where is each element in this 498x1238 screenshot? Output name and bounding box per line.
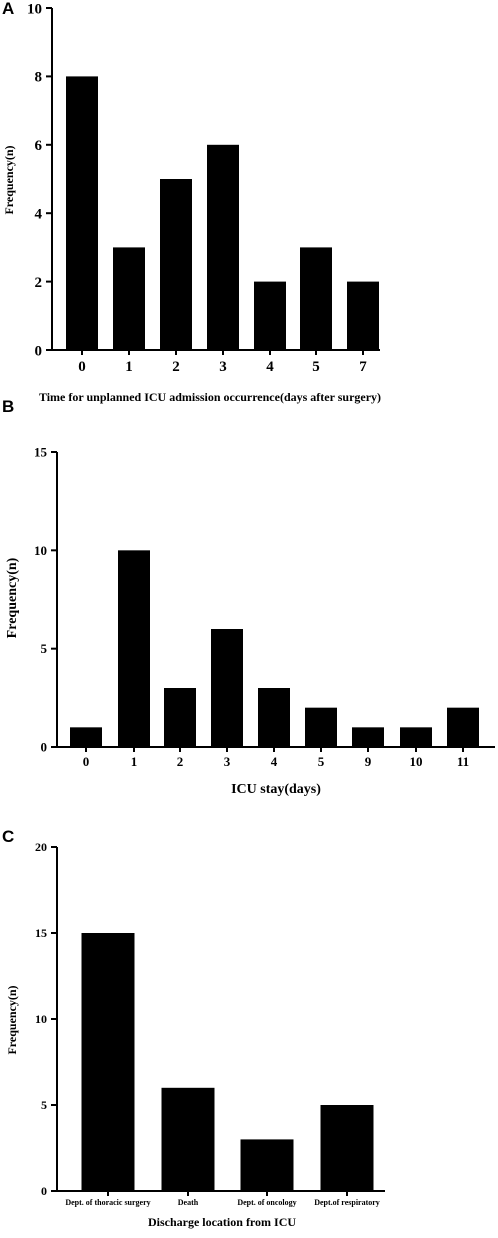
bar: [70, 727, 102, 747]
x-tick-label: 1: [131, 754, 138, 769]
x-tick-label: 5: [318, 754, 325, 769]
x-tick-label: Dept. of oncology: [237, 1198, 296, 1207]
bar: [207, 144, 239, 350]
bar: [447, 707, 479, 747]
x-tick-label: 0: [78, 359, 86, 375]
bar: [211, 629, 243, 747]
y-tick-label: 10: [34, 543, 47, 558]
chart-panel-b: B 0 5 10 15 0 1 2 3 4 5 9 10 11 ICU stay(days) Frequenc…: [2, 397, 495, 797]
x-tick-label: 9: [365, 754, 372, 769]
y-tick-label: 15: [34, 445, 48, 460]
x-tick-label: 11: [457, 754, 469, 769]
bar: [118, 550, 150, 747]
y-tick-label: 2: [35, 275, 43, 291]
x-axis-title: ICU stay(days): [231, 782, 321, 797]
x-tick-label: 10: [410, 754, 423, 769]
bar: [347, 281, 379, 350]
bar: [254, 281, 286, 350]
bar: [305, 707, 337, 747]
y-tick-label: 10: [35, 1012, 47, 1026]
y-tick-label: 5: [41, 1098, 47, 1112]
bar: [352, 727, 384, 747]
y-axis-title: Frequency(n): [5, 557, 20, 638]
x-tick-label: 3: [224, 754, 231, 769]
bar: [161, 1087, 215, 1191]
chart-panel-a: A 0 2 4 6 8 10 0 1 2 3 4 5 7 Time for unplanned ICU ad…: [2, 0, 381, 404]
x-tick-label: Dept.of respiratory: [314, 1198, 380, 1207]
x-tick-label: 2: [172, 359, 180, 375]
bar: [66, 76, 98, 351]
x-tick-label: Dept. of thoracic surgery: [65, 1198, 150, 1207]
y-tick-label: 20: [35, 840, 47, 854]
x-tick-label: 7: [359, 359, 367, 375]
chart-panel-c: C 0 5 10 15 20 Dept. of thoracic surgery Death D…: [2, 827, 385, 1229]
x-tick-label: 4: [271, 754, 278, 769]
y-tick-label: 0: [41, 740, 48, 755]
y-tick-label: 8: [35, 70, 43, 86]
bar: [81, 933, 135, 1191]
bar: [300, 247, 332, 350]
panel-label: B: [2, 397, 14, 416]
x-axis-title: Time for unplanned ICU admission occurre…: [39, 390, 381, 404]
y-tick-label: 6: [35, 138, 43, 154]
y-tick-label: 15: [35, 926, 47, 940]
bar: [400, 727, 432, 747]
bar: [164, 688, 196, 747]
bar: [320, 1105, 374, 1191]
x-tick-label: 3: [219, 359, 227, 375]
panel-label: A: [2, 0, 14, 18]
bar: [160, 179, 192, 350]
x-tick-label: Death: [178, 1198, 199, 1207]
bar: [113, 247, 145, 350]
y-tick-label: 0: [41, 1184, 47, 1198]
x-tick-label: 1: [125, 359, 133, 375]
panel-label: C: [2, 827, 14, 846]
x-tick-label: 5: [312, 359, 320, 375]
bar: [258, 688, 290, 747]
x-tick-label: 0: [83, 754, 90, 769]
y-axis-title: Frequency(n): [2, 145, 16, 214]
y-tick-label: 10: [27, 1, 42, 17]
x-tick-label: 2: [177, 754, 184, 769]
y-tick-label: 4: [35, 206, 43, 222]
x-tick-label: 4: [266, 359, 274, 375]
y-axis-title: Frequency(n): [5, 985, 19, 1054]
y-tick-label: 5: [41, 641, 48, 656]
bar: [240, 1139, 294, 1191]
y-tick-label: 0: [35, 343, 43, 359]
x-axis-title: Discharge location from ICU: [148, 1215, 296, 1229]
